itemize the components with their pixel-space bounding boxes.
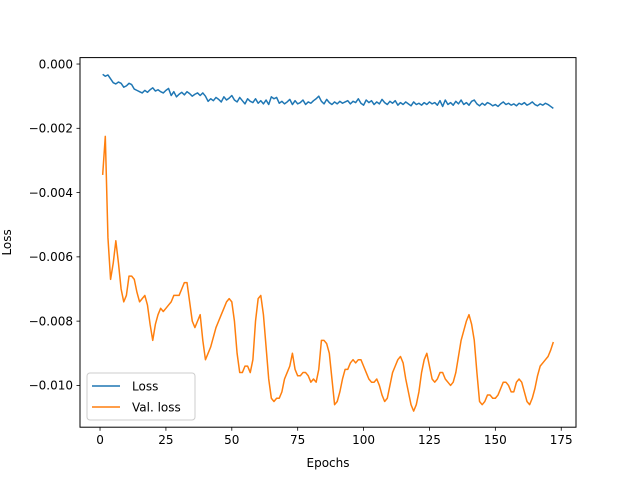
series-line-val-loss <box>101 135 555 412</box>
x-tick-label: 175 <box>550 433 573 447</box>
y-tick-label: 0.000 <box>39 57 73 71</box>
plot-area <box>79 57 577 428</box>
x-tick-label: 75 <box>290 433 305 447</box>
axes-frame <box>79 57 577 428</box>
x-tick-label: 125 <box>418 433 441 447</box>
y-tick-label: −0.002 <box>29 122 73 136</box>
x-tick-label: 0 <box>96 433 104 447</box>
legend: Loss Val. loss <box>86 372 196 421</box>
y-tick-label: −0.004 <box>29 186 73 200</box>
series-line-loss <box>102 73 554 109</box>
x-axis-ticks: 0 25 50 75 100 125 150 175 <box>96 427 573 447</box>
legend-label-val-loss: Val. loss <box>132 401 181 415</box>
legend-label-loss: Loss <box>132 380 158 394</box>
x-tick-label: 50 <box>224 433 239 447</box>
series-layer <box>101 73 555 412</box>
y-tick-label: −0.008 <box>29 314 73 328</box>
x-tick-label: 100 <box>352 433 375 447</box>
x-tick-label: 25 <box>158 433 173 447</box>
y-axis-ticks: 0.000 −0.002 −0.004 −0.006 −0.008 −0.010 <box>29 57 80 393</box>
x-tick-label: 150 <box>484 433 507 447</box>
legend-box <box>86 372 196 421</box>
y-tick-label: −0.010 <box>29 379 73 393</box>
y-tick-label: −0.006 <box>29 250 73 264</box>
y-axis-label: Loss <box>0 229 14 255</box>
x-axis-label: Epochs <box>307 456 350 470</box>
